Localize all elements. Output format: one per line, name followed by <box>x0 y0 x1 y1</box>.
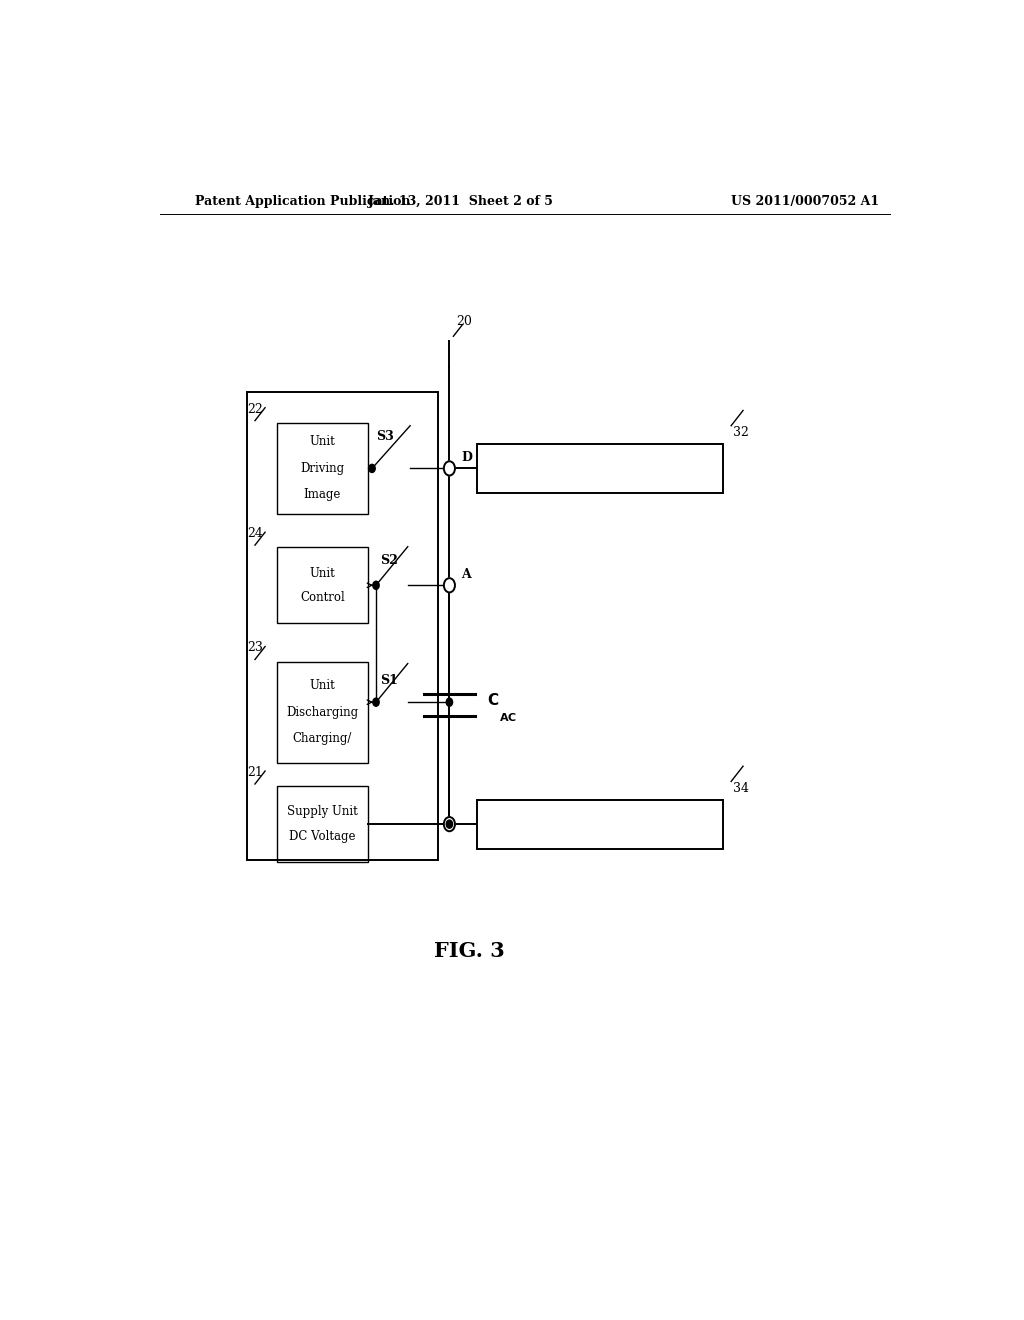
Text: $\mathbf{C}$: $\mathbf{C}$ <box>486 692 499 708</box>
Circle shape <box>443 461 455 475</box>
Bar <box>276 661 368 763</box>
Text: DC Voltage: DC Voltage <box>289 830 355 843</box>
Text: 34: 34 <box>733 781 749 795</box>
Text: Discharging: Discharging <box>287 706 358 719</box>
Text: S1: S1 <box>380 675 398 686</box>
Text: S3: S3 <box>376 430 394 444</box>
Text: 22: 22 <box>247 403 263 416</box>
Text: 24: 24 <box>247 527 263 540</box>
Circle shape <box>443 817 455 832</box>
Text: S2: S2 <box>380 554 398 568</box>
Bar <box>247 392 437 859</box>
Circle shape <box>446 820 453 828</box>
Text: Control: Control <box>300 591 345 605</box>
Text: Image: Image <box>304 488 341 502</box>
Circle shape <box>373 581 379 589</box>
Text: D: D <box>462 451 472 465</box>
Text: Unit: Unit <box>309 680 335 693</box>
Bar <box>276 548 368 623</box>
Text: Unit: Unit <box>309 566 335 579</box>
Text: Patent Application Publication: Patent Application Publication <box>196 194 411 207</box>
Text: 32: 32 <box>733 426 749 440</box>
Bar <box>477 444 723 492</box>
Text: Driving: Driving <box>300 462 344 475</box>
Text: 20: 20 <box>456 315 472 329</box>
Text: Jan. 13, 2011  Sheet 2 of 5: Jan. 13, 2011 Sheet 2 of 5 <box>369 194 554 207</box>
Bar <box>276 422 368 515</box>
Text: Unit: Unit <box>309 436 335 449</box>
Circle shape <box>369 465 375 473</box>
Bar <box>477 800 723 849</box>
Text: 23: 23 <box>247 642 263 655</box>
Text: Charging/: Charging/ <box>293 733 352 746</box>
Text: US 2011/0007052 A1: US 2011/0007052 A1 <box>731 194 880 207</box>
Circle shape <box>446 698 453 706</box>
Text: $\mathbf{AC}$: $\mathbf{AC}$ <box>499 711 516 723</box>
Text: A: A <box>462 568 471 581</box>
Text: Supply Unit: Supply Unit <box>287 805 357 818</box>
Bar <box>276 785 368 862</box>
Text: FIG. 3: FIG. 3 <box>434 941 505 961</box>
Text: 21: 21 <box>247 766 263 779</box>
Circle shape <box>443 578 455 593</box>
Circle shape <box>373 698 379 706</box>
